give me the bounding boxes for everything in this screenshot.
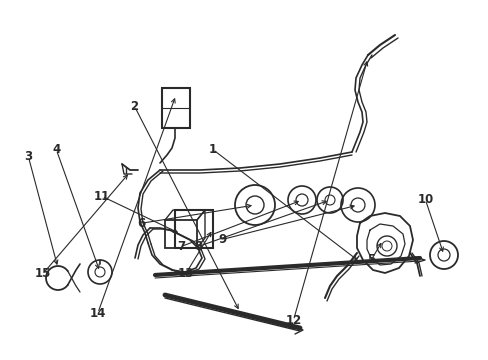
Bar	[164, 220, 197, 248]
Text: 9: 9	[218, 233, 226, 246]
Text: 3: 3	[24, 150, 32, 163]
Text: 1: 1	[208, 143, 216, 156]
Bar	[175, 210, 213, 248]
Text: 6: 6	[138, 217, 145, 230]
Text: 8: 8	[194, 240, 202, 253]
Text: 7: 7	[177, 240, 184, 253]
Text: 10: 10	[416, 193, 433, 206]
Text: 13: 13	[177, 267, 194, 280]
Text: 11: 11	[93, 190, 110, 203]
Text: 4: 4	[52, 143, 60, 156]
Text: 5: 5	[367, 253, 375, 266]
Text: 2: 2	[130, 100, 138, 113]
Text: 15: 15	[35, 267, 51, 280]
Bar	[162, 88, 190, 128]
Text: 14: 14	[89, 307, 106, 320]
Text: 12: 12	[285, 314, 301, 327]
